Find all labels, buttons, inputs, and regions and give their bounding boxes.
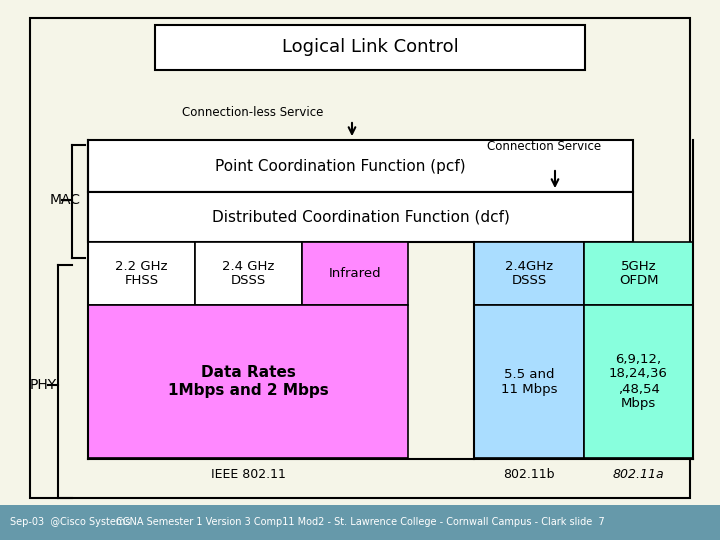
Text: Sep-03  @Cisco Systems: Sep-03 @Cisco Systems [10,517,130,527]
Text: 5GHz
OFDM: 5GHz OFDM [618,260,658,287]
FancyBboxPatch shape [0,505,720,540]
FancyBboxPatch shape [474,242,584,305]
Text: Infrared: Infrared [329,267,382,280]
Text: IEEE 802.11: IEEE 802.11 [210,469,285,482]
Text: MAC: MAC [50,193,81,207]
Text: CCNA Semester 1 Version 3 Comp11 Mod2 - St. Lawrence College - Cornwall Campus -: CCNA Semester 1 Version 3 Comp11 Mod2 - … [116,517,604,527]
Text: Data Rates
1Mbps and 2 Mbps: Data Rates 1Mbps and 2 Mbps [168,365,328,397]
FancyBboxPatch shape [584,242,693,305]
FancyBboxPatch shape [155,25,585,70]
Text: Connection Service: Connection Service [487,140,601,153]
FancyBboxPatch shape [88,305,408,458]
Text: 2.4 GHz
DSSS: 2.4 GHz DSSS [222,260,275,287]
FancyBboxPatch shape [88,192,633,242]
Text: 5.5 and
11 Mbps: 5.5 and 11 Mbps [500,368,557,395]
Text: 802.11b: 802.11b [503,469,554,482]
FancyBboxPatch shape [88,242,195,305]
FancyBboxPatch shape [302,242,408,305]
FancyBboxPatch shape [474,305,584,458]
Text: 802.11a: 802.11a [613,469,665,482]
FancyBboxPatch shape [30,18,690,498]
Text: Point Coordination Function (pcf): Point Coordination Function (pcf) [215,159,466,173]
FancyBboxPatch shape [195,242,302,305]
Text: 2.2 GHz
FHSS: 2.2 GHz FHSS [115,260,168,287]
FancyBboxPatch shape [88,140,633,192]
Text: Distributed Coordination Function (dcf): Distributed Coordination Function (dcf) [212,210,510,225]
Text: 2.4GHz
DSSS: 2.4GHz DSSS [505,260,553,287]
Text: PHY: PHY [30,378,57,392]
FancyBboxPatch shape [584,305,693,458]
Text: Connection-less Service: Connection-less Service [182,105,323,118]
Text: Logical Link Control: Logical Link Control [282,38,459,57]
Text: 6,9,12,
18,24,36
,48,54
Mbps: 6,9,12, 18,24,36 ,48,54 Mbps [609,353,668,410]
